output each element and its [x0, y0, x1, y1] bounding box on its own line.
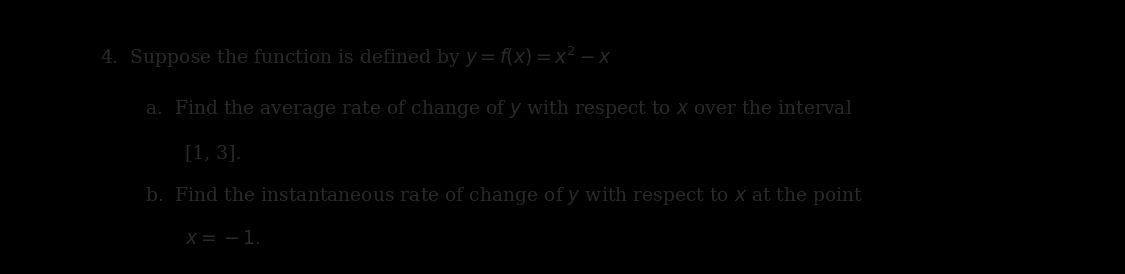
- Text: b.  Find the instantaneous rate of change of $y$ with respect to $x$ at the poin: b. Find the instantaneous rate of change…: [145, 185, 863, 207]
- Text: [1, 3].: [1, 3].: [186, 144, 242, 162]
- Text: 4.  Suppose the function is defined by $y = f(x) = x^2 - x$: 4. Suppose the function is defined by $y…: [100, 45, 612, 70]
- Text: a.  Find the average rate of change of $y$ with respect to $x$ over the interval: a. Find the average rate of change of $y…: [145, 98, 853, 120]
- Text: $x = -1$.: $x = -1$.: [186, 230, 261, 249]
